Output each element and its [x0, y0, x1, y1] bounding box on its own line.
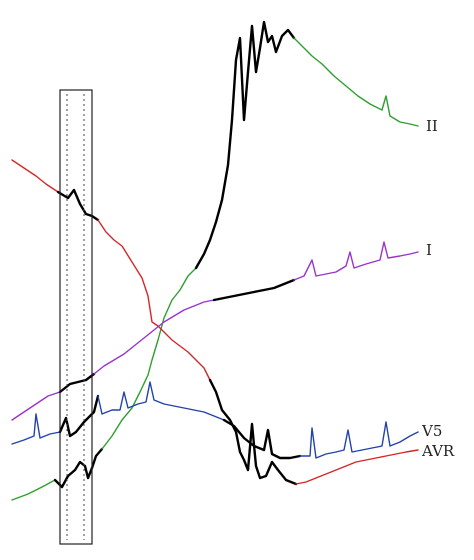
trace-avr-segment-3 — [208, 378, 298, 486]
ecg-traces — [11, 20, 419, 501]
trace-ii-segment-2 — [101, 267, 197, 450]
trace-v5-segment-4 — [299, 421, 419, 459]
trace-avr-segment-4 — [295, 449, 419, 485]
trace-v5-segment-0 — [11, 413, 61, 445]
trace-i-segment-2 — [93, 299, 215, 375]
trace-avr-segment-0 — [11, 159, 59, 193]
highlight-box — [59, 89, 93, 545]
lead-label-ii: II — [426, 117, 438, 135]
trace-ii-segment-0 — [11, 479, 56, 501]
trace-ii-segment-1 — [53, 447, 104, 489]
lead-label-i: I — [426, 241, 432, 259]
trace-i-segment-1 — [58, 372, 96, 394]
trace-v5-segment-3 — [222, 418, 302, 460]
trace-v5-segment-2 — [97, 381, 225, 421]
trace-ii-segment-4 — [293, 37, 419, 127]
trace-i-segment-4 — [293, 241, 419, 281]
trace-i-segment-3 — [212, 278, 296, 302]
trace-ii-segment-3 — [194, 20, 296, 270]
trace-avr-segment-2 — [97, 219, 211, 381]
lead-label-v5: V5 — [421, 422, 442, 440]
trace-i-segment-0 — [11, 391, 61, 421]
lead-label-avr: AVR — [421, 442, 455, 460]
